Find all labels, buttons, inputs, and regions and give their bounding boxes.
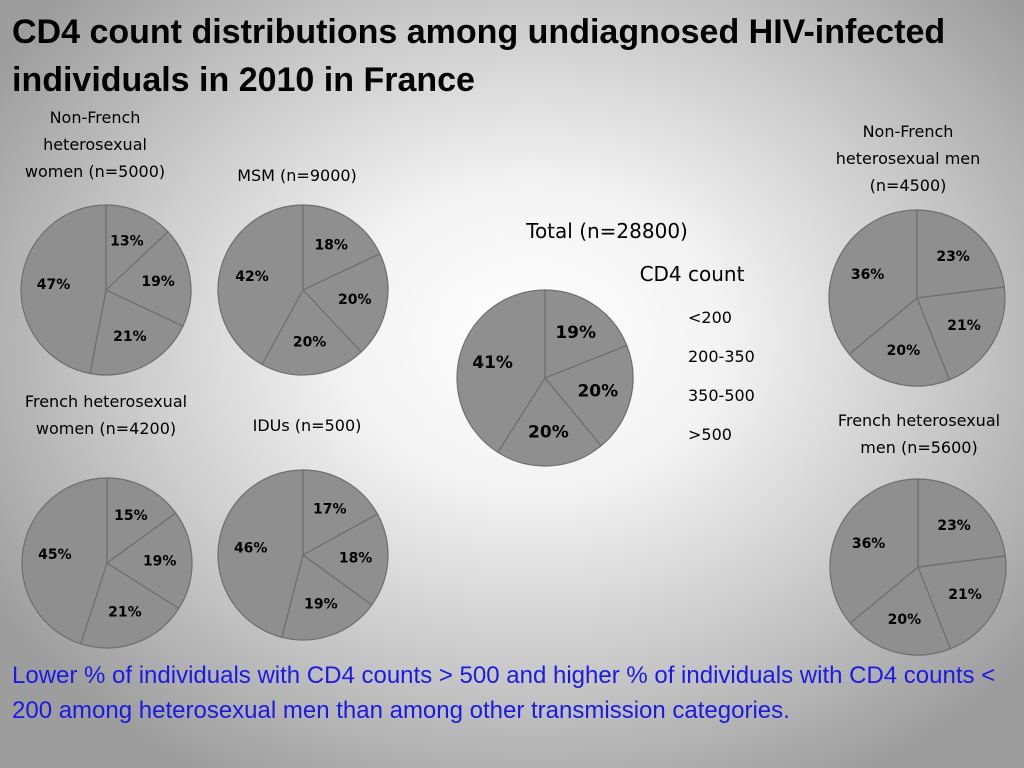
pie-slice-gt500 [217, 469, 304, 639]
pie-slice-label: 18% [339, 550, 373, 566]
pie-title-msm: MSM (n=9000) [237, 166, 357, 185]
pie-slice-lt200 [106, 477, 177, 565]
legend-item: 200-350 [688, 347, 755, 366]
pie-slice-label: 36% [852, 536, 886, 552]
pie-slice-lt200 [917, 478, 1006, 568]
pie-slice-gt500 [456, 289, 546, 454]
pie-slice-200-350 [105, 512, 193, 610]
pie-slice-label: 36% [851, 267, 885, 283]
legend-item: >500 [688, 425, 732, 444]
pie-slice-label: 20% [338, 292, 372, 308]
pie-chart: 23% 21% 20% 36% [829, 478, 1007, 656]
pie-slice-label: 19% [304, 597, 338, 613]
pie-slice-gt500 [20, 204, 107, 375]
pie-slice-label: 20% [577, 382, 618, 402]
pie-title-non-french-men: Non-French heterosexual men (n=4500) [835, 122, 981, 195]
pie-slice-lt200 [916, 209, 1005, 299]
pie-slice-gt500 [829, 478, 919, 624]
pie-slice-label: 45% [38, 547, 72, 563]
pie-chart: 13% 19% 21% 47% [20, 204, 192, 376]
pie-slice-label: 18% [314, 238, 348, 254]
pie-slice-200-350 [917, 555, 1007, 650]
pie-slice-label: 19% [143, 553, 177, 569]
pie-slice-350-500 [848, 297, 951, 387]
pie-slice-gt500 [21, 477, 108, 645]
pie-slice-350-500 [849, 566, 952, 656]
pie-slice-200-350 [104, 230, 192, 327]
pie-chart: 23% 21% 20% 36% [828, 209, 1006, 387]
pie-slice-label: 19% [141, 274, 175, 290]
pie-slice-label: 19% [555, 323, 596, 343]
pie-slice-label: 23% [936, 249, 970, 265]
pie-title-idus: IDUs (n=500) [252, 416, 362, 435]
pie-slice-350-500 [261, 288, 363, 376]
pie-slice-label: 46% [234, 540, 268, 556]
pie-slice-label: 20% [528, 423, 569, 443]
slide-title: CD4 count distributions among undiagnose… [12, 13, 946, 99]
pie-slice-label: 21% [948, 587, 982, 603]
legend-item: 350-500 [688, 386, 755, 405]
pie-slice-gt500 [217, 204, 304, 366]
pie-slice-gt500 [828, 209, 918, 355]
pie-slice-200-350 [544, 344, 634, 447]
pie-slice-lt200 [302, 469, 379, 557]
pie-title-french-men: French heterosexual men (n=5600) [837, 411, 1001, 457]
pie-slice-lt200 [302, 204, 381, 291]
pie-slice-350-500 [281, 553, 373, 641]
pie-slice-label: 20% [293, 334, 327, 350]
pie-chart: 18% 20% 20% 42% [217, 204, 389, 376]
pie-slice-200-350 [301, 513, 389, 606]
pie-chart: 19% 20% 20% 41% [456, 289, 634, 467]
pie-slice-label: 41% [472, 353, 513, 373]
pie-slice-label: 21% [947, 318, 981, 334]
pie-slice-label: 13% [110, 234, 144, 250]
pie-slice-label: 23% [937, 518, 971, 534]
pie-chart: 17% 18% 19% 46% [217, 469, 389, 641]
pie-slice-200-350 [301, 253, 389, 353]
pie-title-non-french-women: Non-French heterosexual women (n=5000) [24, 108, 166, 181]
pie-slice-350-500 [79, 562, 180, 649]
pie-slice-350-500 [497, 376, 602, 467]
summary-note: Lower % of individuals with CD4 counts >… [12, 662, 996, 724]
pie-slice-label: 15% [114, 508, 148, 524]
legend-title: CD4 count [639, 262, 745, 286]
pie-slice-label: 42% [235, 269, 269, 285]
pie-slice-label: 21% [113, 329, 147, 345]
pie-slice-lt200 [105, 204, 169, 292]
pie-slice-200-350 [916, 286, 1006, 381]
pie-slice-lt200 [544, 289, 628, 379]
pie-slice-350-500 [89, 289, 184, 376]
pie-slice-label: 17% [313, 502, 347, 518]
pie-slice-label: 20% [888, 612, 922, 628]
pie-title-total: Total (n=28800) [526, 219, 688, 243]
pie-slice-label: 20% [887, 343, 921, 359]
pie-chart: 15% 19% 21% 45% [21, 477, 193, 649]
pie-slice-label: 47% [37, 277, 71, 293]
pie-slice-label: 21% [108, 605, 142, 621]
pie-title-french-women: French heterosexual women (n=4200) [24, 392, 188, 438]
legend-item: <200 [688, 308, 732, 327]
